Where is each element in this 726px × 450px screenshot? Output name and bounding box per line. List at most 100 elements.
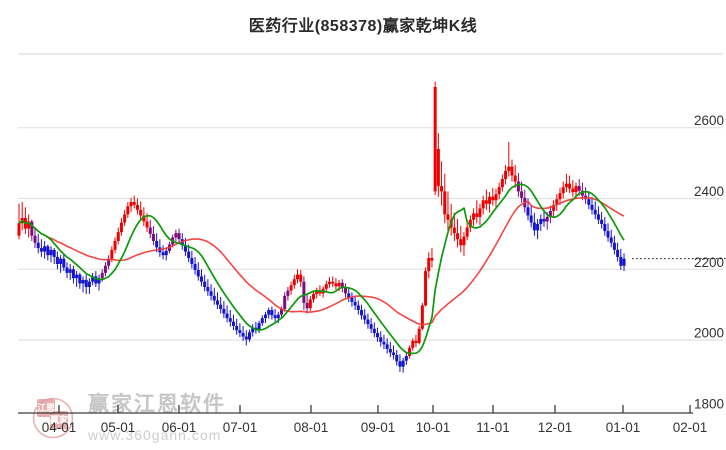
candle — [148, 219, 152, 239]
candle-body — [616, 249, 620, 257]
candle-body — [228, 318, 232, 322]
candle-body — [75, 274, 79, 279]
candle-body — [558, 193, 562, 200]
candle-body — [305, 302, 309, 309]
candle-body — [526, 207, 530, 216]
candle-body — [398, 361, 402, 367]
candle-body — [65, 267, 69, 273]
candle — [119, 217, 123, 236]
candle-body — [596, 214, 600, 220]
candle-body — [174, 233, 178, 238]
candle — [196, 262, 200, 281]
candle — [408, 345, 412, 359]
candle-body — [478, 208, 482, 217]
candle — [222, 301, 226, 319]
candle — [600, 211, 604, 229]
candle-body — [238, 330, 242, 334]
candle — [78, 272, 82, 289]
candle-body — [520, 191, 524, 198]
watermark-logo-circle — [32, 397, 74, 439]
candle — [552, 200, 556, 217]
candle-body — [62, 258, 66, 268]
candle — [241, 325, 245, 341]
candle — [174, 229, 178, 241]
candle — [571, 180, 575, 197]
candle-body — [183, 245, 187, 252]
candle — [193, 256, 197, 275]
candle — [286, 287, 290, 301]
candle-body — [187, 251, 191, 258]
candle — [584, 187, 588, 204]
candle-body — [344, 287, 348, 294]
candle — [622, 253, 626, 272]
candle-body — [366, 319, 370, 325]
candle — [52, 248, 56, 264]
x-axis-label: 02-01 — [673, 420, 708, 435]
candle — [113, 237, 117, 254]
candle — [199, 269, 203, 287]
candle — [235, 318, 239, 335]
candle-body — [513, 175, 517, 182]
candle-body — [94, 276, 98, 284]
candle — [433, 81, 437, 195]
x-axis-label: 07-01 — [223, 420, 258, 435]
candle-body — [337, 282, 341, 287]
candle-body — [123, 214, 127, 223]
candle — [203, 274, 207, 292]
candle-body — [484, 200, 488, 204]
candle-body — [376, 333, 380, 338]
candle-body — [369, 324, 373, 329]
candle-body — [100, 272, 104, 279]
candle-body — [84, 279, 88, 287]
candle — [289, 281, 293, 295]
candle-body — [443, 191, 447, 215]
candle — [296, 269, 300, 284]
candle — [398, 354, 402, 372]
candle — [17, 203, 21, 240]
candle — [536, 219, 540, 240]
candle-body — [164, 250, 168, 256]
candle-body — [68, 269, 72, 273]
candle-body — [603, 223, 607, 232]
candle-body — [155, 240, 159, 248]
candle — [510, 159, 514, 182]
candle-body — [619, 256, 623, 266]
candle — [430, 248, 434, 268]
candle — [244, 330, 248, 346]
candle — [564, 173, 568, 193]
candle-body — [379, 337, 383, 342]
candle-body — [392, 352, 396, 355]
candle — [20, 202, 24, 231]
candle — [215, 292, 219, 309]
candle — [71, 265, 75, 284]
x-axis-label: 12-01 — [538, 420, 573, 435]
candle-body — [472, 213, 476, 220]
candle — [392, 345, 396, 360]
candle-body — [318, 291, 322, 294]
candle-body — [219, 304, 223, 309]
candle — [315, 287, 319, 299]
candle-body — [609, 237, 613, 243]
candle — [372, 322, 376, 338]
candle — [404, 352, 408, 365]
candle — [36, 233, 40, 254]
candle — [59, 255, 63, 273]
candle-body — [475, 213, 479, 217]
candle — [494, 188, 498, 209]
candle — [129, 197, 133, 212]
candle — [504, 164, 508, 185]
candle-body — [574, 186, 578, 193]
candle-body — [500, 179, 504, 188]
candle-body — [257, 323, 261, 331]
candle-body — [39, 248, 43, 252]
candle — [481, 195, 485, 215]
candle-body — [417, 328, 421, 343]
candle-body — [302, 281, 306, 303]
candle-body — [462, 236, 466, 246]
candle — [103, 262, 107, 277]
candle-body — [148, 227, 152, 234]
candle — [360, 304, 364, 320]
candle-body — [548, 210, 552, 217]
